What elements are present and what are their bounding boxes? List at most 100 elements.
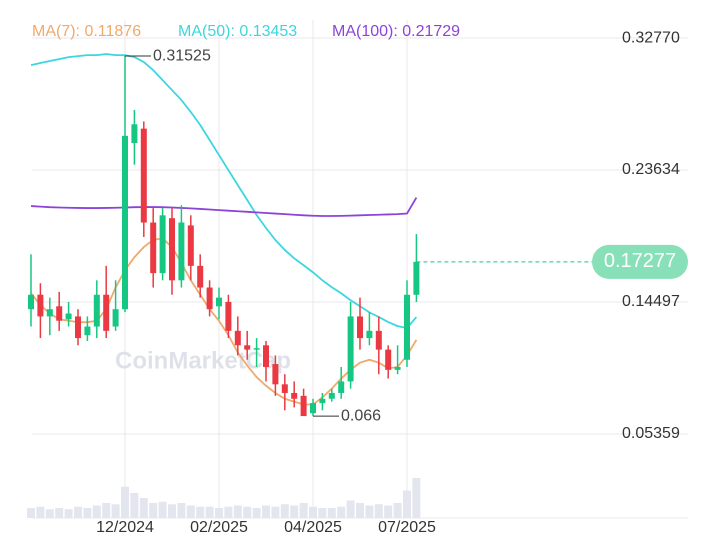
- volume-bar: [168, 504, 176, 518]
- volume-bar: [356, 503, 364, 518]
- candle-body: [385, 349, 392, 370]
- volume-bar: [412, 478, 421, 518]
- volume-bar: [186, 505, 195, 518]
- candle-body: [75, 316, 81, 339]
- candle-body: [225, 301, 232, 331]
- volume-bar: [346, 500, 355, 518]
- candle-body: [272, 364, 279, 385]
- volume-bar: [130, 493, 139, 518]
- volume-bar: [158, 501, 167, 518]
- candle-body: [234, 330, 241, 346]
- x-tick-label: 04/2025: [284, 519, 342, 536]
- candle-body: [28, 294, 34, 310]
- volume-bar: [111, 504, 120, 518]
- candle-body: [56, 306, 63, 321]
- x-tick-label: 02/2025: [190, 519, 248, 536]
- volume-bar: [252, 508, 261, 518]
- candle-body: [103, 294, 110, 331]
- volume-bar: [403, 490, 411, 518]
- volume-bar: [337, 506, 346, 518]
- low-label: 0.066: [341, 407, 381, 424]
- price-label: 0.17277: [604, 250, 676, 272]
- candle-body: [216, 297, 222, 307]
- volume-bar: [196, 506, 205, 518]
- candle-body: [169, 218, 175, 281]
- candle-body: [263, 345, 269, 367]
- candle-body: [46, 309, 53, 317]
- volume-bar: [280, 504, 289, 518]
- candle-body: [84, 326, 91, 336]
- volume-bar: [374, 504, 383, 518]
- volume-bar: [290, 505, 299, 518]
- candle-body: [281, 384, 288, 393]
- volume-bar: [55, 508, 64, 518]
- candle-body: [357, 316, 363, 339]
- volume-bar: [262, 505, 270, 518]
- candle-body: [178, 222, 185, 281]
- volume-bar: [36, 506, 45, 518]
- volume-bar: [393, 503, 402, 518]
- candle-body: [150, 222, 157, 274]
- candle-body: [328, 392, 335, 399]
- candle-body: [338, 381, 345, 393]
- volume-bar: [45, 509, 54, 518]
- candle-body: [37, 294, 44, 317]
- candle-body: [112, 309, 119, 327]
- y-tick-label: 0.05359: [622, 425, 680, 442]
- volume-bar: [92, 505, 101, 518]
- volume-bar: [327, 508, 336, 518]
- y-tick-label: 0.23634: [622, 161, 680, 178]
- candle-body: [375, 330, 382, 350]
- volume-bar: [384, 505, 393, 518]
- watermark: CoinMarketCap: [115, 347, 291, 374]
- y-tick-label: 0.14497: [622, 293, 680, 310]
- volume-bar: [64, 509, 73, 518]
- candle-body: [206, 287, 213, 310]
- x-tick-label: 12/2024: [96, 519, 154, 536]
- legend-entry: MA(100): 0.21729: [332, 23, 460, 40]
- volume-bar: [102, 503, 111, 518]
- candle-body: [366, 330, 373, 339]
- candle-body: [93, 294, 100, 327]
- price-badge: [592, 244, 688, 279]
- candle-body: [140, 128, 147, 223]
- candle-body: [197, 265, 204, 288]
- candle-body: [253, 348, 260, 350]
- volume-bar: [299, 503, 308, 518]
- y-tick-label: 0.32770: [622, 29, 680, 46]
- candle-body: [131, 124, 138, 144]
- volume-bar: [365, 505, 374, 518]
- candle-body: [122, 135, 128, 310]
- volume-bar: [215, 508, 223, 518]
- legend-entry: MA(7): 0.11876: [32, 23, 141, 40]
- volume-bar: [149, 503, 158, 518]
- volume-bar: [205, 506, 214, 518]
- candle-body: [310, 403, 316, 414]
- volume-bar: [233, 505, 242, 518]
- candle-body: [187, 225, 194, 266]
- candle-body: [244, 345, 251, 350]
- volume-bar: [74, 506, 82, 518]
- candle-body: [319, 398, 326, 404]
- volume-bar: [243, 506, 252, 518]
- x-tick-label: 07/2025: [378, 519, 436, 536]
- volume-bar: [121, 486, 129, 518]
- legend-entry: MA(50): 0.13453: [178, 23, 297, 40]
- candle-body: [300, 395, 307, 417]
- candle-body: [291, 392, 298, 399]
- high-label: 0.31525: [153, 47, 211, 64]
- volume-bar: [224, 506, 233, 518]
- volume-bar: [83, 508, 92, 518]
- ma-line: [30, 197, 418, 217]
- volume-bar: [177, 503, 186, 518]
- candle-body: [404, 294, 410, 360]
- volume-bar: [139, 498, 148, 518]
- candle-body: [394, 366, 401, 370]
- ma-line: [30, 53, 418, 329]
- volume-bar: [271, 506, 280, 518]
- candle-body: [347, 316, 354, 382]
- volume-bar: [318, 508, 327, 518]
- candle-body: [159, 215, 166, 274]
